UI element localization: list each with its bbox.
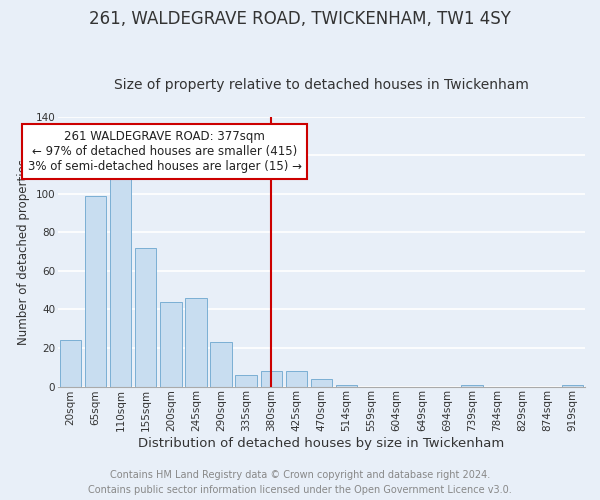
Text: Contains HM Land Registry data © Crown copyright and database right 2024.
Contai: Contains HM Land Registry data © Crown c… <box>88 470 512 495</box>
Bar <box>110 178 131 386</box>
Text: 261 WALDEGRAVE ROAD: 377sqm
← 97% of detached houses are smaller (415)
3% of sem: 261 WALDEGRAVE ROAD: 377sqm ← 97% of det… <box>28 130 302 174</box>
Bar <box>185 298 206 386</box>
X-axis label: Distribution of detached houses by size in Twickenham: Distribution of detached houses by size … <box>139 437 505 450</box>
Text: 261, WALDEGRAVE ROAD, TWICKENHAM, TW1 4SY: 261, WALDEGRAVE ROAD, TWICKENHAM, TW1 4S… <box>89 10 511 28</box>
Bar <box>85 196 106 386</box>
Bar <box>461 384 483 386</box>
Bar <box>211 342 232 386</box>
Bar <box>311 379 332 386</box>
Bar <box>562 384 583 386</box>
Bar <box>235 375 257 386</box>
Bar <box>135 248 157 386</box>
Bar <box>260 371 282 386</box>
Bar <box>60 340 81 386</box>
Bar <box>286 371 307 386</box>
Title: Size of property relative to detached houses in Twickenham: Size of property relative to detached ho… <box>114 78 529 92</box>
Bar <box>160 302 182 386</box>
Bar <box>336 384 357 386</box>
Y-axis label: Number of detached properties: Number of detached properties <box>17 158 30 344</box>
